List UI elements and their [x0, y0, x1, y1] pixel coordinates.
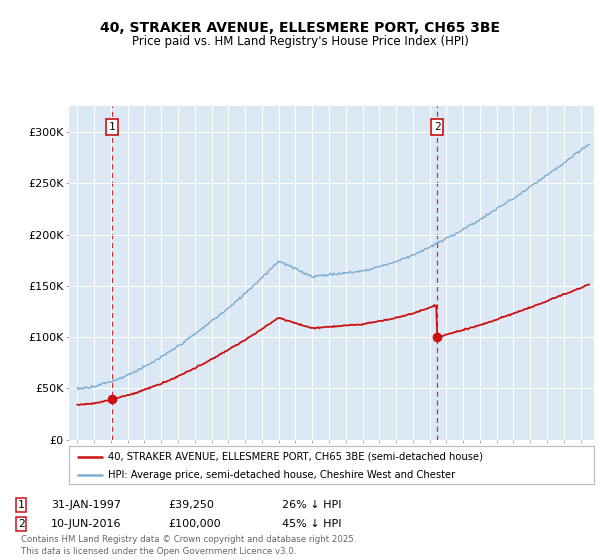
Text: 45% ↓ HPI: 45% ↓ HPI — [282, 519, 341, 529]
Text: HPI: Average price, semi-detached house, Cheshire West and Chester: HPI: Average price, semi-detached house,… — [109, 470, 455, 480]
Text: 2: 2 — [17, 519, 25, 529]
Text: 10-JUN-2016: 10-JUN-2016 — [51, 519, 121, 529]
Text: £39,250: £39,250 — [168, 500, 214, 510]
Text: Price paid vs. HM Land Registry's House Price Index (HPI): Price paid vs. HM Land Registry's House … — [131, 35, 469, 48]
Text: 40, STRAKER AVENUE, ELLESMERE PORT, CH65 3BE: 40, STRAKER AVENUE, ELLESMERE PORT, CH65… — [100, 21, 500, 35]
Text: 2: 2 — [434, 122, 440, 132]
Text: Contains HM Land Registry data © Crown copyright and database right 2025.
This d: Contains HM Land Registry data © Crown c… — [21, 535, 356, 556]
Text: 1: 1 — [17, 500, 25, 510]
Text: 26% ↓ HPI: 26% ↓ HPI — [282, 500, 341, 510]
Text: 31-JAN-1997: 31-JAN-1997 — [51, 500, 121, 510]
Text: 40, STRAKER AVENUE, ELLESMERE PORT, CH65 3BE (semi-detached house): 40, STRAKER AVENUE, ELLESMERE PORT, CH65… — [109, 452, 484, 462]
Text: £100,000: £100,000 — [168, 519, 221, 529]
Text: 1: 1 — [109, 122, 116, 132]
